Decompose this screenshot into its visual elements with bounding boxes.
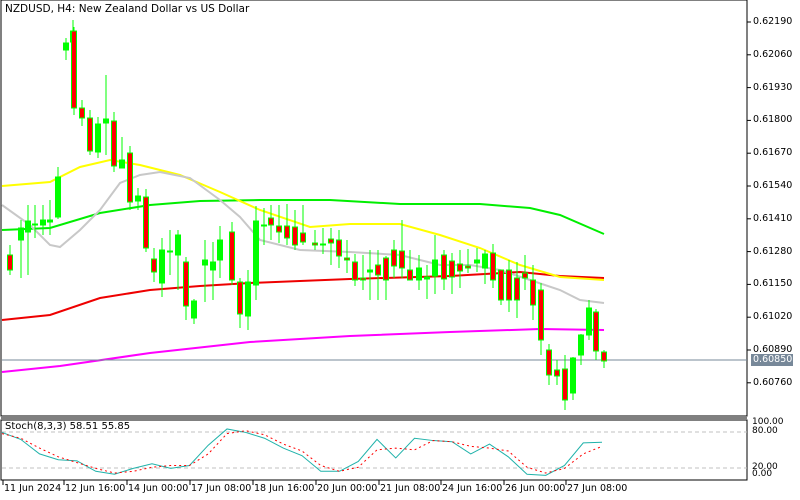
time-tick-label: 24 Jun 16:00: [442, 483, 503, 494]
price-axis: [747, 21, 751, 384]
price-tick-label: 0.61540: [753, 180, 793, 191]
price-tick-label: 0.60760: [753, 376, 793, 388]
time-tick-label: 12 Jun 16:00: [65, 483, 126, 494]
time-tick-label: 17 Jun 08:00: [191, 483, 252, 494]
stoch-pane-frame: [0, 419, 748, 481]
chart-title: NZDUSD, H4: New Zealand Dollar vs US Dol…: [5, 3, 250, 15]
price-tick-label: 0.61280: [753, 245, 793, 257]
price-tick-label: 0.61930: [753, 81, 793, 93]
main-pane-frame: [0, 0, 748, 417]
stoch-level-0-label: 0.00: [752, 469, 773, 479]
stoch-label: Stoch(8,3,3) 58.51 55.85: [5, 421, 131, 432]
price-tick-label: 0.61800: [753, 114, 793, 126]
time-tick-label: 21 Jun 08:00: [380, 483, 441, 494]
price-tick-label: 0.61410: [753, 212, 793, 224]
time-tick-label: 11 Jun 2024: [4, 483, 62, 494]
price-tick-label: 0.62060: [753, 48, 793, 60]
time-tick-label: 14 Jun 00:00: [128, 483, 189, 494]
stochastic-lines: [1, 428, 603, 476]
stoch-level-100-label: 100.00: [752, 417, 784, 427]
time-tick-label: 26 Jun 00:00: [505, 483, 566, 494]
moving-averages: [1, 158, 605, 373]
time-tick-label: 18 Jun 16:00: [254, 483, 315, 494]
time-axis: [2, 480, 567, 485]
time-tick-label: 27 Jun 08:00: [567, 483, 628, 494]
price-tick-label: 0.60890: [753, 344, 793, 355]
time-tick-label: 20 Jun 00:00: [317, 483, 378, 494]
price-tick-label: 0.61020: [753, 311, 793, 323]
current-price-tag: 0.60850: [751, 354, 793, 366]
price-tick-label: 0.61670: [753, 147, 793, 159]
candlesticks: [7, 20, 607, 410]
stoch-level-20-label: 20.00: [752, 462, 778, 472]
price-tick-label: 0.62190: [753, 16, 793, 27]
stoch-level-80-label: 80.00: [752, 426, 778, 436]
price-tick-label: 0.61150: [753, 278, 793, 290]
